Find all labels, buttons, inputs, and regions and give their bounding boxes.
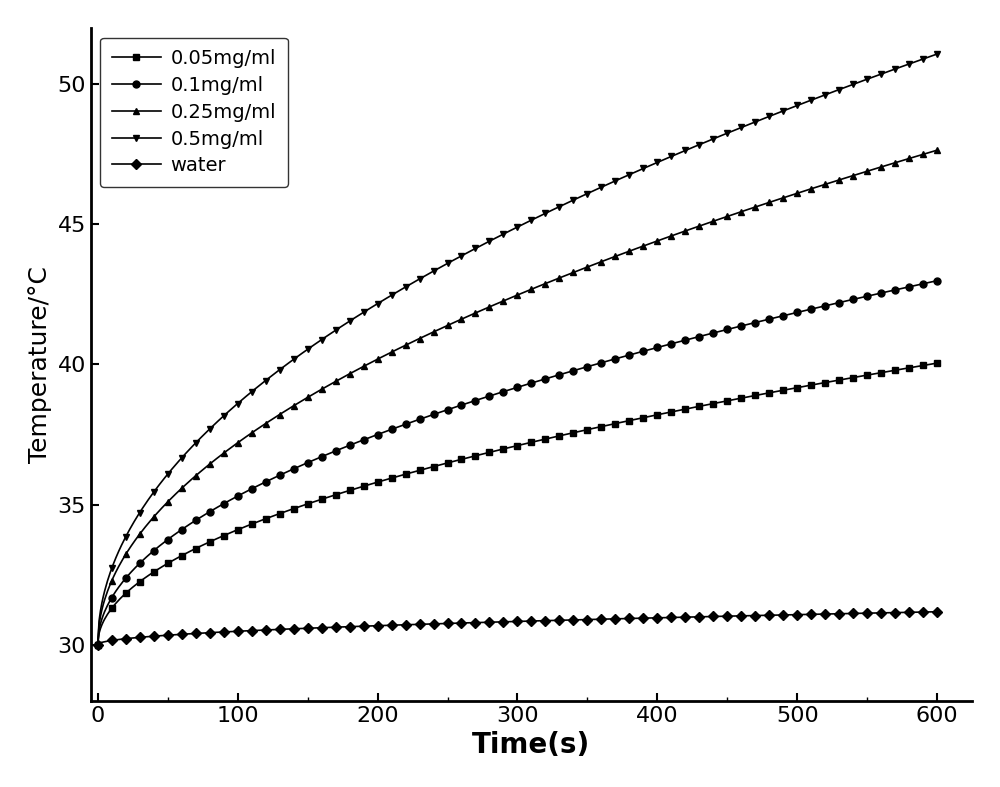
0.5mg/ml bbox=[248, 385, 260, 394]
0.05mg/ml bbox=[761, 389, 773, 398]
0.25mg/ml bbox=[761, 198, 773, 208]
0.05mg/ml bbox=[931, 358, 943, 368]
0.5mg/ml bbox=[875, 69, 887, 79]
0.5mg/ml bbox=[145, 491, 157, 501]
0.1mg/ml bbox=[905, 282, 917, 291]
0.5mg/ml bbox=[931, 50, 943, 59]
Line: 0.5mg/ml: 0.5mg/ml bbox=[94, 50, 941, 648]
0.25mg/ml bbox=[369, 356, 381, 365]
0.1mg/ml bbox=[369, 430, 381, 440]
0.5mg/ml bbox=[905, 59, 917, 68]
0.25mg/ml bbox=[92, 640, 104, 649]
0.1mg/ml bbox=[875, 288, 887, 297]
water bbox=[369, 621, 381, 630]
Line: 0.25mg/ml: 0.25mg/ml bbox=[94, 146, 941, 648]
Y-axis label: Temperature/°C: Temperature/°C bbox=[28, 266, 52, 463]
Line: 0.05mg/ml: 0.05mg/ml bbox=[94, 360, 941, 648]
0.25mg/ml bbox=[145, 515, 157, 525]
0.25mg/ml bbox=[875, 162, 887, 172]
water bbox=[875, 608, 887, 618]
0.1mg/ml bbox=[931, 276, 943, 286]
0.1mg/ml bbox=[248, 482, 260, 492]
0.05mg/ml bbox=[905, 363, 917, 372]
water bbox=[761, 611, 773, 620]
water bbox=[905, 608, 917, 617]
0.05mg/ml bbox=[248, 519, 260, 528]
0.5mg/ml bbox=[92, 640, 104, 649]
0.05mg/ml bbox=[92, 640, 104, 649]
Legend: 0.05mg/ml, 0.1mg/ml, 0.25mg/ml, 0.5mg/ml, water: 0.05mg/ml, 0.1mg/ml, 0.25mg/ml, 0.5mg/ml… bbox=[100, 38, 288, 187]
water bbox=[145, 632, 157, 641]
0.5mg/ml bbox=[369, 301, 381, 310]
water bbox=[931, 607, 943, 616]
0.25mg/ml bbox=[931, 146, 943, 155]
0.1mg/ml bbox=[145, 549, 157, 558]
0.1mg/ml bbox=[92, 640, 104, 649]
X-axis label: Time(s): Time(s) bbox=[472, 731, 591, 759]
water bbox=[92, 640, 104, 649]
0.05mg/ml bbox=[145, 569, 157, 578]
0.5mg/ml bbox=[761, 113, 773, 122]
0.25mg/ml bbox=[248, 427, 260, 436]
Line: 0.1mg/ml: 0.1mg/ml bbox=[94, 277, 941, 648]
0.1mg/ml bbox=[761, 315, 773, 324]
0.05mg/ml bbox=[369, 478, 381, 488]
0.05mg/ml bbox=[875, 368, 887, 377]
water bbox=[248, 626, 260, 635]
0.25mg/ml bbox=[905, 153, 917, 163]
Line: water: water bbox=[94, 608, 941, 648]
